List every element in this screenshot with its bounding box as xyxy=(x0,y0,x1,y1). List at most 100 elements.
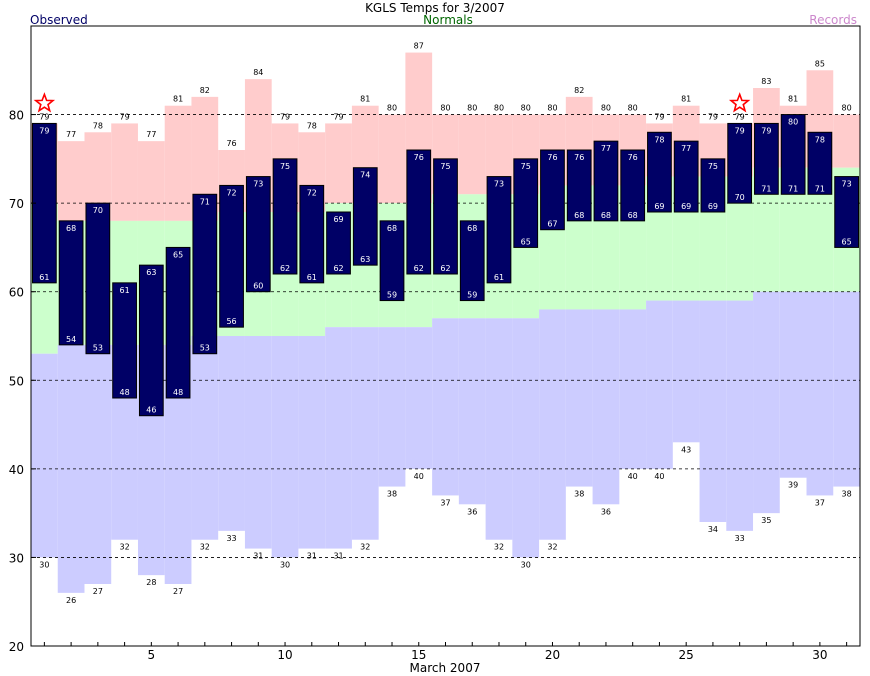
obs-high-label: 73 xyxy=(494,180,504,189)
observed-bar xyxy=(219,184,244,328)
observed-bar xyxy=(700,158,726,213)
record-low-band xyxy=(726,300,754,531)
obs-high-label: 79 xyxy=(39,126,49,135)
record-low-label: 40 xyxy=(654,472,664,481)
obs-high-label: 78 xyxy=(654,135,664,144)
observed-bar xyxy=(540,149,565,231)
x-tick-label: 20 xyxy=(545,648,560,662)
y-tick-label: 70 xyxy=(9,197,24,211)
obs-high-label: 79 xyxy=(761,126,771,135)
record-star-icon xyxy=(728,92,751,113)
record-high-label: 87 xyxy=(414,42,424,51)
obs-low-label: 71 xyxy=(761,184,771,193)
observed-bar xyxy=(406,149,432,275)
observed-bar xyxy=(58,220,84,346)
obs-low-label: 69 xyxy=(681,202,691,211)
record-low-band xyxy=(485,318,513,540)
obs-low-label: 62 xyxy=(333,264,343,273)
observed-bar xyxy=(352,167,378,266)
obs-high-label: 77 xyxy=(681,144,691,153)
observed-bar xyxy=(754,122,779,195)
record-high-label: 81 xyxy=(788,95,798,104)
record-high-label: 79 xyxy=(333,112,343,121)
record-low-band xyxy=(699,300,727,522)
observed-bar xyxy=(486,176,512,284)
record-low-label: 32 xyxy=(200,543,210,552)
obs-high-label: 80 xyxy=(788,118,798,127)
legend-records: Records xyxy=(809,13,857,27)
record-low-label: 38 xyxy=(387,490,397,499)
record-low-label: 26 xyxy=(66,596,76,605)
record-low-band xyxy=(646,300,673,469)
obs-low-label: 59 xyxy=(467,291,477,300)
record-low-label: 38 xyxy=(574,490,584,499)
record-low-label: 40 xyxy=(628,472,638,481)
record-low-label: 33 xyxy=(735,534,745,543)
obs-low-label: 67 xyxy=(547,220,557,229)
x-tick-label: 25 xyxy=(679,648,694,662)
record-high-label: 80 xyxy=(521,104,531,113)
obs-low-label: 54 xyxy=(66,335,76,344)
x-axis-label: March 2007 xyxy=(410,661,481,675)
obs-high-label: 77 xyxy=(601,144,611,153)
record-high-label: 79 xyxy=(39,112,49,121)
obs-high-label: 61 xyxy=(120,286,130,295)
record-low-label: 27 xyxy=(93,587,103,596)
obs-low-label: 63 xyxy=(360,255,370,264)
observed-bar xyxy=(85,202,111,355)
record-low-label: 30 xyxy=(39,560,49,569)
observed-bar xyxy=(513,158,539,248)
record-high-label: 80 xyxy=(440,104,450,113)
obs-high-label: 76 xyxy=(628,153,638,162)
observed-bar xyxy=(299,184,325,284)
obs-low-label: 56 xyxy=(226,317,236,326)
record-high-band xyxy=(378,114,406,204)
record-high-label: 79 xyxy=(280,112,290,121)
obs-low-label: 65 xyxy=(842,237,852,246)
record-high-label: 80 xyxy=(628,104,638,113)
obs-high-label: 72 xyxy=(307,188,317,197)
observed-bar xyxy=(192,193,218,355)
obs-high-label: 63 xyxy=(146,268,156,277)
record-star-icon xyxy=(33,92,56,113)
record-low-label: 32 xyxy=(360,543,370,552)
obs-high-label: 75 xyxy=(440,162,450,171)
record-low-band xyxy=(244,336,272,549)
record-high-label: 81 xyxy=(360,95,370,104)
record-high-label: 81 xyxy=(173,95,183,104)
observed-bar xyxy=(326,211,351,275)
record-high-label: 80 xyxy=(467,104,477,113)
record-high-label: 79 xyxy=(654,112,664,121)
obs-high-label: 68 xyxy=(66,224,76,233)
obs-low-label: 71 xyxy=(788,184,798,193)
record-low-label: 30 xyxy=(280,560,290,569)
record-low-band xyxy=(806,291,834,496)
observed-bar xyxy=(272,158,298,275)
record-low-label: 37 xyxy=(815,498,825,507)
record-low-label: 32 xyxy=(120,543,130,552)
obs-high-label: 68 xyxy=(467,224,477,233)
record-high-label: 79 xyxy=(120,112,130,121)
record-low-label: 31 xyxy=(307,552,317,561)
x-tick-label: 15 xyxy=(411,648,426,662)
obs-low-label: 61 xyxy=(494,273,504,282)
record-high-label: 84 xyxy=(253,68,263,77)
chart-title: KGLS Temps for 3/2007 xyxy=(365,1,505,15)
legend-normals: Normals xyxy=(423,13,473,27)
obs-low-label: 68 xyxy=(628,211,638,220)
obs-high-label: 75 xyxy=(708,162,718,171)
obs-high-label: 75 xyxy=(521,162,531,171)
record-low-label: 28 xyxy=(146,578,156,587)
obs-high-label: 71 xyxy=(200,197,210,206)
record-low-label: 30 xyxy=(521,560,531,569)
record-low-label: 37 xyxy=(440,498,450,507)
record-low-band xyxy=(351,327,379,540)
record-high-label: 80 xyxy=(387,104,397,113)
record-high-label: 79 xyxy=(735,112,745,121)
y-tick-label: 50 xyxy=(9,374,24,388)
observed-bar xyxy=(647,131,672,213)
y-tick-label: 60 xyxy=(9,286,24,300)
record-low-label: 33 xyxy=(226,534,236,543)
record-low-band xyxy=(592,309,620,505)
